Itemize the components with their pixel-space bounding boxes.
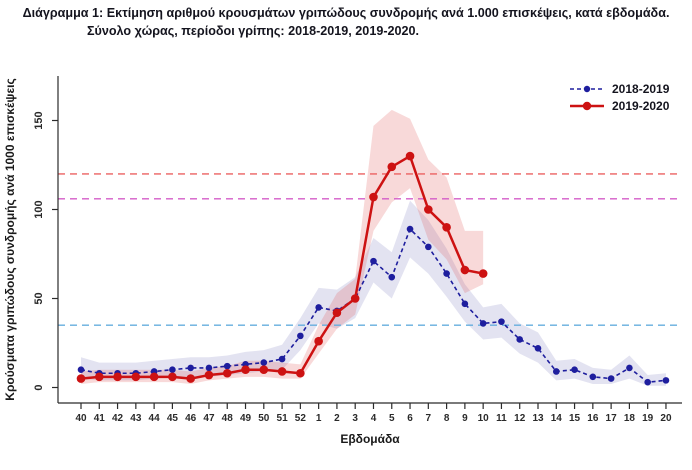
data-point-2019-2020-w40 [76, 374, 86, 383]
y-tick-label-100: 100 [33, 200, 45, 218]
y-tick-label-50: 50 [33, 292, 45, 304]
x-tick-label-4: 4 [371, 413, 377, 424]
x-tick-label-46: 46 [185, 413, 197, 424]
data-point-2018-2019-w15 [571, 366, 578, 374]
x-tick-label-20: 20 [660, 413, 672, 424]
data-point-2019-2020-w49 [241, 365, 250, 375]
data-point-2018-2019-w13 [534, 345, 542, 352]
data-point-2018-2019-w40 [77, 366, 85, 374]
data-point-2019-2020-w42 [113, 372, 122, 382]
x-tick-label-12: 12 [514, 413, 526, 424]
confidence-band-2019-2020 [81, 109, 484, 384]
data-point-2019-2020-w2 [332, 308, 342, 318]
data-point-2018-2019-w47 [205, 364, 213, 372]
data-point-2018-2019-w1 [315, 304, 322, 311]
data-point-2018-2019-w6 [406, 225, 414, 233]
x-tick-label-13: 13 [532, 413, 544, 424]
data-point-2019-2020-w46 [186, 374, 195, 383]
data-point-2019-2020-w9 [460, 265, 470, 275]
x-tick-label-42: 42 [112, 413, 124, 424]
x-tick-label-2: 2 [334, 413, 340, 424]
x-tick-label-48: 48 [222, 413, 234, 424]
legend-label-2019-2020: 2019-2020 [612, 99, 670, 113]
data-point-2018-2019-w46 [187, 364, 194, 372]
data-point-2018-2019-w12 [516, 336, 524, 343]
data-point-2019-2020-w44 [149, 372, 159, 382]
x-tick-label-41: 41 [94, 413, 106, 424]
x-tick-label-19: 19 [642, 413, 654, 424]
data-point-2018-2019-w11 [498, 318, 505, 325]
data-point-2018-2019-w4 [370, 257, 377, 265]
x-tick-label-45: 45 [167, 413, 179, 424]
x-tick-label-49: 49 [240, 413, 252, 424]
series-line-2018-2019 [80, 228, 667, 383]
legend-marker-2019-2020 [582, 101, 592, 111]
x-tick-label-50: 50 [258, 413, 270, 424]
data-point-2018-2019-w9 [461, 300, 469, 308]
y-axis-label: Κρούσματα γριπώδους συνδρομής ανά 1000 ε… [3, 78, 17, 400]
y-tick-label-150: 150 [33, 111, 45, 129]
data-point-2019-2020-w10 [478, 269, 488, 278]
data-point-2019-2020-w50 [259, 365, 269, 375]
x-tick-label-14: 14 [551, 413, 563, 424]
data-point-2018-2019-w52 [297, 332, 304, 340]
x-tick-label-51: 51 [277, 413, 289, 424]
data-point-2019-2020-w45 [168, 372, 177, 382]
data-point-2019-2020-w6 [405, 151, 415, 161]
data-point-2019-2020-w47 [204, 370, 214, 380]
data-point-2018-2019-w20 [662, 377, 670, 384]
x-tick-label-52: 52 [295, 413, 307, 424]
data-point-2018-2019-w5 [388, 273, 396, 281]
x-tick-label-6: 6 [407, 413, 413, 424]
data-point-2018-2019-w16 [589, 373, 597, 381]
data-point-2018-2019-w51 [278, 355, 286, 363]
data-point-2019-2020-w5 [387, 162, 397, 172]
data-point-2019-2020-w8 [442, 223, 451, 232]
chart-title-line2: Σύνολο χώρας, περίοδοι γρίπης: 2018-2019… [86, 24, 420, 38]
data-point-2018-2019-w19 [644, 378, 651, 386]
data-point-2019-2020-w7 [424, 205, 433, 214]
x-tick-label-44: 44 [149, 413, 161, 424]
x-axis-label: Εβδομάδα [340, 432, 400, 446]
x-tick-label-40: 40 [75, 413, 87, 424]
x-tick-label-15: 15 [569, 413, 581, 424]
data-point-2019-2020-w3 [350, 294, 360, 303]
data-point-2018-2019-w14 [552, 368, 560, 375]
x-tick-label-47: 47 [203, 413, 215, 424]
legend-label-2018-2019: 2018-2019 [612, 82, 670, 96]
data-point-2019-2020-w52 [296, 368, 305, 378]
data-point-2019-2020-w4 [369, 192, 378, 202]
y-tick-label-0: 0 [33, 384, 45, 390]
x-tick-label-9: 9 [462, 413, 468, 424]
data-point-2019-2020-w48 [222, 368, 232, 378]
x-tick-label-43: 43 [130, 413, 142, 424]
x-tick-label-11: 11 [496, 413, 507, 424]
data-point-2019-2020-w1 [314, 336, 323, 346]
chart-title-line1: Διάγραμμα 1: Εκτίμηση αριθμού κρουσμάτων… [22, 6, 670, 20]
data-point-2018-2019-w18 [626, 364, 633, 372]
data-point-2018-2019-w10 [479, 320, 487, 327]
data-point-2018-2019-w48 [223, 362, 231, 370]
data-point-2018-2019-w17 [607, 375, 615, 382]
x-tick-label-18: 18 [624, 413, 636, 424]
x-tick-label-16: 16 [587, 413, 599, 424]
chart-title: Διάγραμμα 1: Εκτίμηση αριθμού κρουσμάτων… [0, 4, 692, 40]
data-point-2019-2020-w43 [131, 372, 141, 382]
data-point-2018-2019-w7 [425, 243, 432, 251]
x-tick-label-7: 7 [426, 413, 432, 424]
data-point-2018-2019-w8 [443, 270, 450, 277]
x-tick-label-3: 3 [352, 413, 358, 424]
x-tick-label-5: 5 [389, 413, 395, 424]
data-point-2019-2020-w51 [277, 367, 287, 376]
x-tick-label-1: 1 [316, 413, 322, 424]
legend-marker-2018-2019 [583, 85, 591, 93]
x-tick-label-17: 17 [606, 413, 618, 424]
data-point-2019-2020-w41 [94, 372, 104, 382]
x-tick-label-10: 10 [478, 413, 490, 424]
x-tick-label-8: 8 [444, 413, 450, 424]
data-point-2018-2019-w45 [169, 366, 176, 374]
data-point-2018-2019-w50 [260, 359, 268, 366]
